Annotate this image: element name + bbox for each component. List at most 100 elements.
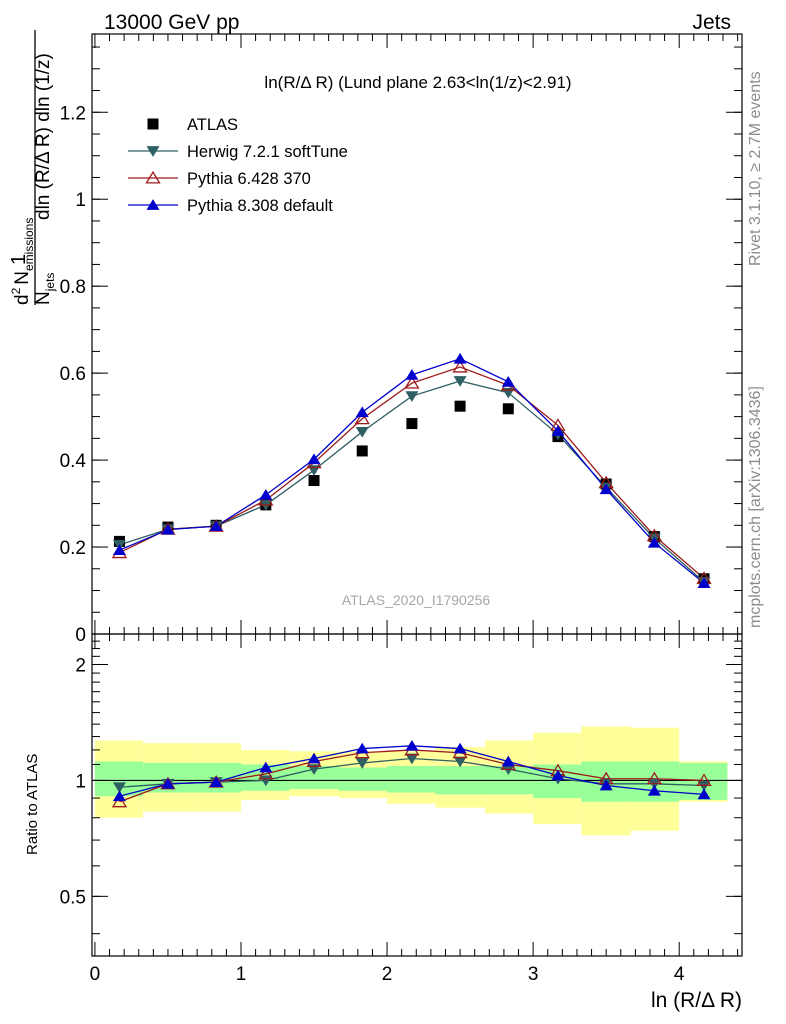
y-tick-label: 1.2 bbox=[60, 103, 86, 124]
inner-band-bin bbox=[338, 767, 388, 791]
pythia-8-308-default-ratio-point bbox=[501, 755, 515, 767]
x-tick-label: 0 bbox=[90, 964, 101, 985]
herwig-7-2-1-softtune-ratio-point bbox=[112, 782, 126, 794]
atlas-point bbox=[406, 418, 418, 430]
pythia-8-308-default-point bbox=[161, 523, 175, 535]
header-left: 13000 GeV pp bbox=[104, 11, 239, 34]
plot-frame bbox=[91, 633, 743, 957]
atlas-point bbox=[502, 403, 514, 415]
pythia-8-308-default-ratio-point bbox=[551, 769, 565, 781]
legend: ATLAS Herwig 7.2.1 softTune Pythia 6.428 3… bbox=[128, 116, 348, 215]
legend-marker bbox=[145, 170, 161, 184]
pythia-6-428-370-point bbox=[452, 359, 468, 373]
pythia-8-308-default-ratio-point bbox=[209, 776, 223, 787]
pythia-8-308-default-point bbox=[551, 425, 565, 436]
ratio-panel: 0 1 2 3 4 0.5 1 2 bbox=[60, 633, 743, 985]
pythia-6-428-370-ratio-point bbox=[696, 773, 712, 786]
ratio-data bbox=[92, 739, 742, 808]
main-panel: 0 0.2 0.4 0.6 0.8 1 1.2 bbox=[60, 33, 743, 646]
inner-band-bin bbox=[387, 766, 436, 793]
pythia-8-308-default-point bbox=[405, 369, 419, 380]
pythia-6-428-370-point bbox=[354, 411, 370, 425]
x-tick-label: 4 bbox=[674, 964, 685, 985]
pythia-8-308-default-point bbox=[355, 406, 369, 418]
pythia-8-308-default-ratio-point bbox=[307, 752, 321, 764]
legend-label: Pythia 8.308 default bbox=[187, 197, 333, 215]
legend-marker bbox=[147, 118, 159, 130]
herwig-7-2-1-softtune-line bbox=[119, 380, 705, 583]
ylabel-N: N bbox=[12, 271, 33, 285]
pythia-6-428-370-point bbox=[404, 376, 420, 389]
pythia-8-308-default-point bbox=[112, 544, 126, 555]
ylabel-numerator: d2 Nemissions bbox=[9, 218, 36, 305]
analysis-watermark: ATLAS_2020_I1790256 bbox=[342, 592, 491, 608]
y-tick-label: 0.6 bbox=[60, 364, 86, 385]
atlas-point bbox=[356, 445, 368, 457]
main-data bbox=[111, 352, 712, 589]
herwig-7-2-1-softtune-ratio-point bbox=[697, 780, 711, 792]
ylabel-rest: dln (R/Δ R) dln (1/z) bbox=[33, 53, 54, 220]
plot-title: ln(R/Δ R) (Lund plane 2.63<ln(1/z)<2.91) bbox=[264, 73, 571, 92]
y-tick-label: 0.8 bbox=[60, 277, 86, 298]
legend-entry-pythia-8-308-default: Pythia 8.308 default bbox=[128, 197, 333, 215]
herwig-7-2-1-softtune-point bbox=[307, 465, 321, 476]
ylabel-numerator-rest: dln (R/Δ R) dln (1/z) bbox=[33, 53, 54, 220]
y-tick-label: 1 bbox=[75, 771, 86, 792]
ratio-y-axis-label: Ratio to ATLAS bbox=[24, 754, 41, 855]
ylabel-jets: jets bbox=[43, 273, 57, 293]
pythia-8-308-default-ratio-point bbox=[647, 784, 661, 796]
legend-label: ATLAS bbox=[187, 116, 238, 134]
pythia-8-308-default-ratio-point bbox=[599, 779, 613, 791]
pythia-8-308-default-ratio-point bbox=[405, 739, 419, 751]
pythia-8-308-default-point bbox=[259, 489, 273, 500]
y-tick-label: 1 bbox=[75, 190, 86, 211]
ylabel-emissions: emissions bbox=[22, 218, 36, 271]
legend-entry-pythia-6-428-370: Pythia 6.428 370 bbox=[128, 170, 311, 188]
pythia-8-308-default-ratio-point bbox=[355, 742, 369, 754]
x-tick-label: 3 bbox=[528, 964, 539, 985]
pythia-8-308-default-ratio-point bbox=[161, 777, 175, 789]
ylabel-one: 1 bbox=[8, 254, 30, 265]
herwig-7-2-1-softtune-ratio-point bbox=[453, 756, 467, 768]
legend-entry-atlas: ATLAS bbox=[147, 116, 238, 134]
x-axis-label: ln (R/Δ R) bbox=[651, 989, 742, 1012]
y-tick-label: 0.5 bbox=[60, 887, 86, 908]
ylabel-d: d bbox=[12, 294, 33, 305]
pythia-8-308-default-ratio-point bbox=[453, 742, 467, 754]
mcplots-label: mcplots.cern.ch [arXiv:1306.3436] bbox=[747, 386, 764, 628]
legend-label: Herwig 7.2.1 softTune bbox=[187, 143, 348, 161]
pythia-8-308-default-point bbox=[453, 352, 467, 364]
header-right: Jets bbox=[692, 11, 731, 34]
pythia-8-308-default-point bbox=[647, 536, 661, 548]
legend-marker bbox=[146, 199, 160, 210]
ylabel-Njets: N bbox=[33, 291, 54, 305]
pythia-8-308-default-ratio-point bbox=[259, 761, 273, 773]
rivet-label: Rivet 3.1.10, ≥ 2.7M events bbox=[747, 71, 764, 266]
atlas-point bbox=[308, 475, 320, 487]
atlas-point bbox=[454, 400, 466, 412]
y-tick-label: 0.4 bbox=[60, 451, 87, 472]
pythia-8-308-default-ratio-point bbox=[112, 790, 126, 802]
x-tick-label: 1 bbox=[236, 964, 247, 985]
ylabel-sup: 2 bbox=[9, 287, 23, 294]
herwig-7-2-1-softtune-point bbox=[355, 426, 369, 438]
pythia-8-308-default-point bbox=[697, 577, 711, 589]
pythia-6-428-370-ratio-point bbox=[111, 794, 128, 808]
ylabel-denominator: Njets bbox=[33, 273, 57, 305]
legend-marker bbox=[146, 146, 160, 157]
x-tick-label: 2 bbox=[382, 964, 393, 985]
pythia-8-308-default-point bbox=[501, 375, 515, 387]
herwig-7-2-1-softtune-ratio-point bbox=[355, 758, 369, 769]
pythia-8-308-default-point bbox=[599, 483, 613, 495]
y-tick-label: 0 bbox=[75, 625, 86, 646]
ratio-bands bbox=[94, 726, 728, 836]
legend-entry-herwig-7-2-1-softtune: Herwig 7.2.1 softTune bbox=[128, 143, 348, 161]
herwig-7-2-1-softtune-ratio-point bbox=[405, 753, 419, 765]
herwig-7-2-1-softtune-point bbox=[405, 391, 419, 403]
pythia-8-308-default-point bbox=[209, 520, 223, 532]
herwig-7-2-1-softtune-point bbox=[453, 376, 467, 387]
y-tick-label: 2 bbox=[75, 655, 86, 676]
pythia-8-308-default-point bbox=[307, 453, 321, 465]
legend-label: Pythia 6.428 370 bbox=[187, 170, 311, 188]
